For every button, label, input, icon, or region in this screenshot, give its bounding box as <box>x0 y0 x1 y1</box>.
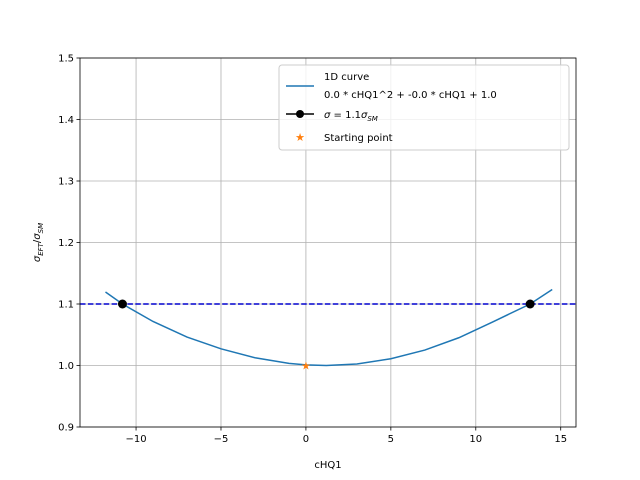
series-line-1d-curve <box>105 288 553 367</box>
x-tick-label: 0 <box>303 434 309 445</box>
threshold-crossing-point <box>117 299 127 309</box>
y-tick-label: 1.4 <box>58 115 74 126</box>
x-axis-label: cHQ1 <box>314 460 341 471</box>
y-tick-label: 1.1 <box>58 300 74 311</box>
x-tick-label: −10 <box>126 434 147 445</box>
x-tick-label: 15 <box>554 434 567 445</box>
legend-label-1d-curve: 1D curve <box>324 72 369 83</box>
starting-point-marker: ★ <box>301 360 311 373</box>
x-tick-label: 5 <box>388 434 394 445</box>
x-tick-label: −5 <box>214 434 229 445</box>
y-tick-label: 1.5 <box>58 54 74 65</box>
y-tick-label: 0.9 <box>58 423 74 434</box>
plot-series: ★ <box>80 288 576 373</box>
legend-label-threshold: σ = 1.1σSM <box>324 110 378 123</box>
legend-marker-starting-point: ★ <box>295 131 305 144</box>
y-tick-label: 1.2 <box>58 238 74 249</box>
legend-label-curve-equation: 0.0 * cHQ1^2 + -0.0 * cHQ1 + 1.0 <box>324 90 497 101</box>
threshold-crossing-point <box>525 299 535 309</box>
y-tick-label: 1.0 <box>58 361 74 372</box>
x-axis-ticks: −10 −5 0 5 10 15 <box>126 427 567 445</box>
legend: 1D curve 0.0 * cHQ1^2 + -0.0 * cHQ1 + 1.… <box>278 64 570 151</box>
legend-marker-threshold <box>296 110 304 118</box>
y-axis-ticks: 0.9 1.0 1.1 1.2 1.3 1.4 1.5 <box>58 54 80 434</box>
x-tick-label: 10 <box>469 434 482 445</box>
y-tick-label: 1.3 <box>58 177 74 188</box>
legend-label-starting-point: Starting point <box>324 133 393 144</box>
legend-box <box>278 64 570 151</box>
y-axis-label: σEFT/σSM <box>32 223 45 262</box>
